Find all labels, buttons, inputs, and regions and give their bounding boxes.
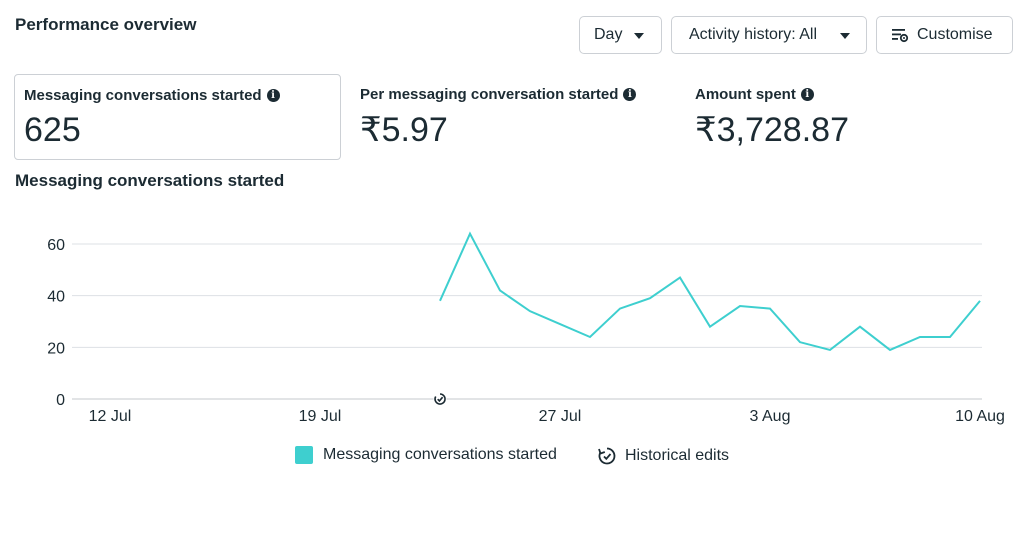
- activity-history-label: Activity history: All: [689, 26, 818, 43]
- line-chart: 0 20 40 60 12 Jul 19 Jul 27 Jul 3 Aug 10 Aug: [47, 231, 1005, 425]
- historical-edit-marker-icon[interactable]: [433, 392, 447, 406]
- metric-label-wrap: Per messaging conversation started i: [360, 86, 637, 103]
- customise-label: Customise: [917, 26, 993, 43]
- y-tick-label: 20: [47, 340, 65, 357]
- page-title: Performance overview: [15, 15, 197, 34]
- legend-item-series[interactable]: Messaging conversations started: [295, 446, 557, 464]
- x-tick-label: 12 Jul: [89, 408, 132, 425]
- y-tick-label: 0: [56, 392, 65, 409]
- metric-label-wrap: Messaging conversations started i: [24, 87, 280, 104]
- metric-label: Per messaging conversation started: [360, 86, 619, 103]
- x-tick-label: 3 Aug: [750, 408, 791, 425]
- day-dropdown[interactable]: Day: [579, 16, 662, 54]
- metric-card-amount-spent[interactable]: Amount spent i ₹3,728.87: [686, 74, 1013, 160]
- info-icon[interactable]: i: [266, 89, 280, 102]
- metric-value: ₹3,728.87: [695, 111, 849, 149]
- caret-down-icon: [634, 33, 644, 39]
- legend-item-historical-edits[interactable]: Historical edits: [597, 446, 729, 466]
- y-tick-label: 40: [47, 289, 65, 306]
- customise-icon: [892, 29, 909, 43]
- y-tick-label: 60: [47, 237, 65, 254]
- info-icon[interactable]: i: [800, 88, 814, 101]
- x-tick-label: 19 Jul: [299, 408, 342, 425]
- historical-edits-icon: [598, 447, 616, 465]
- day-dropdown-label: Day: [594, 26, 623, 43]
- x-tick-label: 27 Jul: [539, 408, 582, 425]
- metric-value: 625: [24, 111, 81, 149]
- chart-title: Messaging conversations started: [15, 171, 285, 190]
- customise-button[interactable]: Customise: [876, 16, 1013, 54]
- metric-card-conversations[interactable]: Messaging conversations started i 625: [14, 74, 341, 160]
- caret-down-icon: [840, 33, 850, 39]
- metric-value: ₹5.97: [360, 111, 448, 149]
- metric-label: Amount spent: [695, 86, 796, 103]
- legend-swatch: [295, 446, 313, 464]
- metric-card-cost-per-conversation[interactable]: Per messaging conversation started i ₹5.…: [351, 74, 678, 160]
- info-icon[interactable]: i: [623, 88, 637, 101]
- metric-label-wrap: Amount spent i: [695, 86, 814, 103]
- x-tick-label: 10 Aug: [955, 408, 1005, 425]
- activity-history-dropdown[interactable]: Activity history: All: [671, 16, 867, 54]
- legend-label: Historical edits: [625, 447, 730, 464]
- legend-label: Messaging conversations started: [323, 446, 557, 463]
- series-line: [439, 231, 981, 352]
- metric-label: Messaging conversations started: [24, 87, 262, 104]
